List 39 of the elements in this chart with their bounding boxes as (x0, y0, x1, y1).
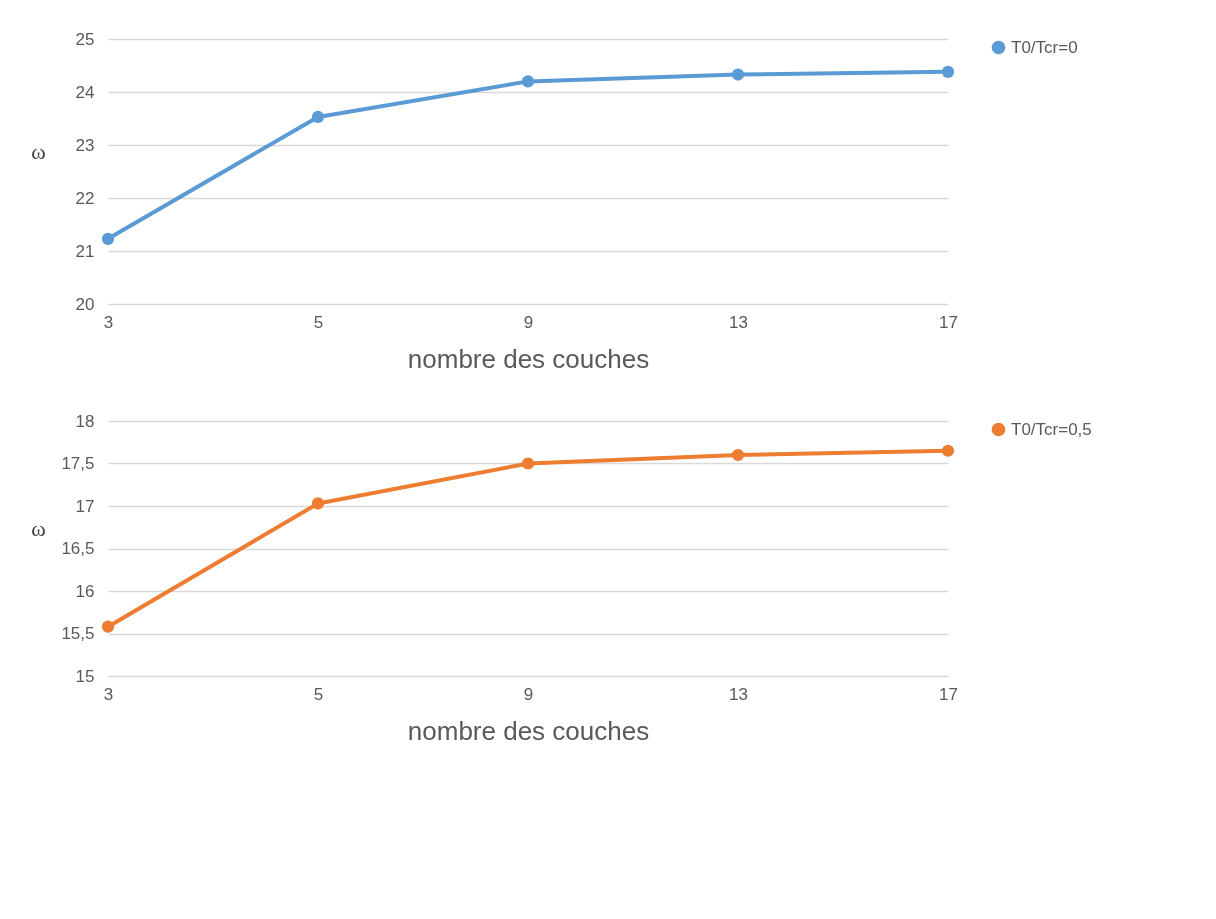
y-tick-label: 23 (75, 135, 95, 155)
point (521, 457, 535, 470)
x-axis-title: nombre des couches (407, 715, 650, 746)
y-tick-label: 17 (75, 496, 95, 516)
point (101, 232, 115, 245)
point (101, 620, 115, 633)
y-axis-title: ω (31, 516, 46, 541)
y-tick-label: 20 (75, 294, 95, 314)
x-tick-label: 3 (103, 684, 114, 704)
x-tick-label: 17 (939, 312, 958, 332)
x-tick-label: 3 (103, 312, 114, 332)
point (941, 444, 955, 457)
x-tick-label: 5 (313, 312, 324, 332)
y-tick-label: 15 (75, 666, 95, 686)
x-tick-label: 9 (523, 312, 534, 332)
x-tick-label: 13 (729, 684, 748, 704)
legend-label: T0/Tcr=0,5 (1011, 419, 1092, 439)
y-tick-label: 17,5 (61, 454, 95, 473)
point (311, 497, 325, 510)
point (941, 65, 955, 78)
y-tick-label: 16 (75, 581, 95, 601)
y-axis-title: ω (31, 139, 46, 164)
point (311, 110, 325, 124)
x-tick-label: 13 (729, 312, 748, 332)
y-tick-label: 18 (75, 411, 95, 431)
y-tick-label: 22 (75, 188, 95, 208)
point (731, 448, 745, 462)
point (521, 75, 535, 88)
y-tick-label: 16,5 (61, 539, 95, 558)
y-tick-label: 24 (75, 82, 95, 102)
x-axis-title: nombre des couches (407, 343, 650, 374)
legend-label: T0/Tcr=0 (1011, 37, 1078, 57)
y-tick-label: 25 (75, 29, 95, 49)
x-tick-label: 17 (939, 684, 958, 704)
x-tick-label: 9 (523, 684, 534, 704)
x-tick-label: 5 (313, 684, 324, 704)
point (731, 68, 745, 81)
y-tick-label: 15,5 (61, 624, 95, 643)
y-tick-label: 21 (75, 241, 95, 261)
